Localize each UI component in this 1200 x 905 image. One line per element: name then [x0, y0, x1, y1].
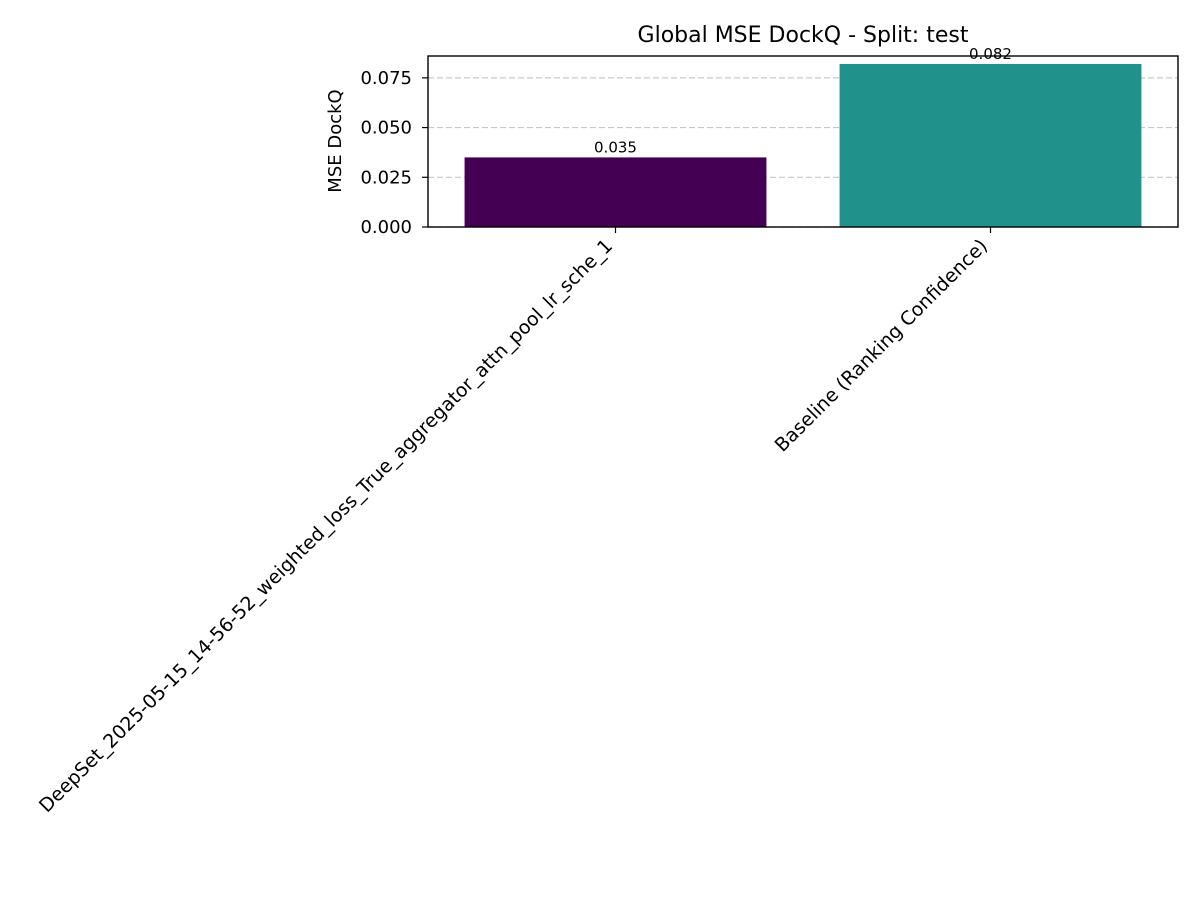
bar	[464, 157, 767, 227]
y-tick-label: 0.000	[360, 217, 412, 238]
y-tick-label: 0.025	[360, 167, 412, 188]
bar-value-label: 0.082	[969, 45, 1012, 63]
x-tick-label: DeepSet_2025-05-15_14-56-52_weighted_los…	[35, 235, 617, 817]
y-tick-label: 0.075	[360, 68, 412, 89]
label-layer: 0.035 0.082	[594, 45, 1012, 156]
bar-layer	[464, 63, 1142, 227]
x-tick-label: Baseline (Ranking Confidence)	[771, 235, 992, 456]
bar-value-label: 0.035	[594, 138, 637, 156]
plot-frame	[427, 55, 1179, 228]
chart-title: Global MSE DockQ - Split: test	[638, 23, 969, 48]
y-tick-label: 0.050	[360, 118, 412, 139]
bar	[839, 63, 1142, 227]
y-axis-label: MSE DockQ	[325, 89, 346, 192]
